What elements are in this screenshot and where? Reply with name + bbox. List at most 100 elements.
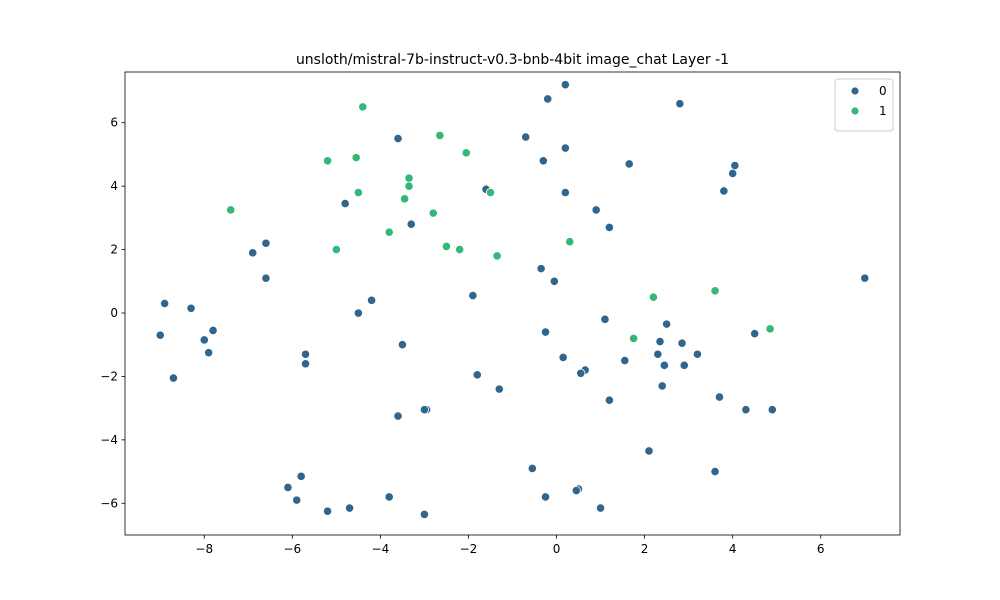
data-point-series-0	[730, 160, 740, 171]
data-point-series-0	[741, 405, 751, 415]
data-point-series-0	[393, 133, 403, 144]
data-points	[155, 80, 870, 519]
legend-marker-1	[850, 106, 860, 116]
data-point-series-0	[406, 219, 416, 229]
data-point-series-1	[400, 194, 410, 204]
data-point-series-0	[168, 373, 179, 383]
y-tick-label: 2	[110, 243, 118, 257]
y-tick-label: −2	[100, 369, 118, 383]
x-tick-label: −4	[372, 542, 390, 556]
data-point-series-0	[604, 395, 614, 405]
data-point-series-1	[353, 187, 363, 198]
data-point-series-0	[644, 446, 654, 456]
data-point-series-1	[404, 181, 414, 191]
data-point-series-0	[677, 338, 687, 348]
data-point-series-1	[628, 333, 639, 343]
x-tick-label: 2	[641, 542, 649, 556]
data-point-series-0	[655, 336, 665, 347]
data-point-series-0	[292, 495, 302, 505]
data-point-series-0	[600, 314, 610, 324]
data-point-series-0	[719, 186, 729, 196]
data-point-series-1	[455, 244, 465, 255]
data-point-series-0	[560, 143, 570, 153]
data-point-series-1	[565, 237, 575, 247]
y-tick-label: 4	[110, 179, 118, 193]
legend-label-1: 1	[879, 104, 887, 118]
data-point-series-0	[527, 463, 537, 474]
data-point-series-0	[540, 327, 551, 337]
data-point-series-0	[543, 94, 553, 104]
data-point-series-0	[692, 349, 703, 359]
data-point-series-0	[728, 168, 738, 179]
x-tick-label: 0	[553, 542, 561, 556]
data-point-series-1	[322, 156, 333, 166]
data-point-series-0	[662, 319, 672, 329]
data-point-series-0	[560, 187, 570, 198]
data-point-series-1	[351, 153, 361, 163]
x-tick-label: 6	[817, 542, 825, 556]
data-point-series-1	[428, 208, 438, 218]
data-point-series-0	[419, 509, 430, 519]
data-point-series-0	[576, 368, 586, 378]
data-point-series-0	[595, 503, 606, 513]
data-point-series-0	[558, 352, 568, 363]
data-point-series-0	[767, 405, 777, 415]
axes: −8 −6 −4 −2 0 2 4 6 −6 −4 −2 0 2 4 6	[100, 71, 901, 556]
data-point-series-1	[492, 251, 502, 261]
data-point-series-0	[283, 482, 293, 493]
data-point-series-0	[419, 405, 430, 415]
data-point-series-0	[397, 340, 408, 350]
plot-frame	[124, 71, 901, 536]
data-point-series-0	[340, 199, 350, 209]
legend-marker-0	[850, 86, 860, 96]
data-point-series-1	[331, 244, 341, 255]
data-point-series-0	[538, 156, 548, 166]
data-point-series-0	[160, 298, 170, 309]
data-point-series-0	[186, 303, 196, 313]
data-point-series-0	[591, 205, 601, 215]
y-tick-label: −4	[100, 433, 118, 447]
data-point-series-0	[494, 384, 504, 394]
data-point-series-0	[679, 360, 689, 370]
data-point-series-1	[461, 148, 471, 158]
x-tick-label: −6	[283, 542, 301, 556]
data-point-series-0	[710, 466, 720, 477]
data-point-series-0	[571, 486, 581, 496]
data-point-series-0	[521, 132, 531, 142]
x-tick-label: 4	[729, 542, 737, 556]
data-point-series-0	[322, 506, 333, 516]
data-point-series-0	[300, 349, 311, 359]
data-point-series-1	[485, 187, 496, 198]
data-point-series-0	[296, 471, 306, 481]
data-point-series-1	[384, 227, 394, 237]
data-point-series-1	[404, 173, 414, 183]
data-point-series-0	[353, 308, 363, 318]
data-point-series-0	[393, 411, 403, 421]
data-point-series-0	[344, 503, 355, 513]
data-point-series-0	[199, 335, 209, 345]
data-point-series-1	[648, 292, 659, 302]
legend-label-0: 0	[879, 84, 887, 98]
legend: 01	[834, 78, 894, 132]
data-point-series-0	[248, 248, 258, 258]
data-point-series-1	[441, 241, 452, 252]
data-point-series-0	[653, 349, 663, 359]
data-point-series-0	[300, 359, 311, 369]
data-point-series-0	[208, 325, 218, 336]
x-tick-label: −8	[195, 542, 213, 556]
data-point-series-0	[204, 348, 214, 358]
data-point-series-0	[604, 222, 614, 232]
data-point-series-0	[560, 80, 570, 90]
data-point-series-1	[358, 102, 368, 112]
data-point-series-0	[860, 273, 870, 283]
data-point-series-0	[384, 492, 394, 502]
data-point-series-0	[624, 159, 634, 169]
data-point-series-0	[468, 290, 478, 301]
x-tick-label: −2	[460, 542, 478, 556]
chart-title: unsloth/mistral-7b-instruct-v0.3-bnb-4bi…	[296, 52, 729, 68]
data-point-series-1	[226, 205, 236, 215]
data-point-series-0	[675, 99, 685, 109]
data-point-series-0	[659, 360, 670, 370]
